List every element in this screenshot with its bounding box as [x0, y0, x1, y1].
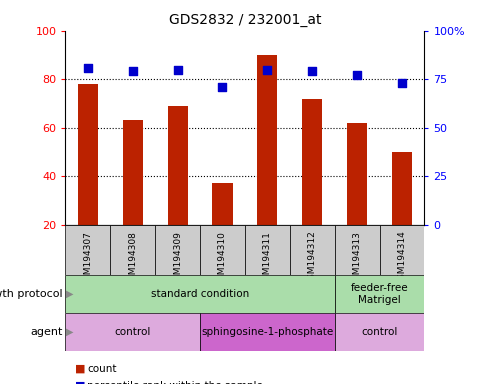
Point	[173, 66, 181, 73]
Bar	[391, 152, 411, 225]
Text: feeder-free
Matrigel: feeder-free Matrigel	[350, 283, 408, 305]
Bar	[167, 106, 187, 225]
Point	[218, 84, 226, 90]
Text: standard condition: standard condition	[151, 289, 249, 299]
Point	[352, 72, 360, 78]
Bar	[155, 225, 200, 275]
Bar	[244, 225, 289, 275]
Bar	[212, 184, 232, 225]
Text: GSM194308: GSM194308	[128, 231, 137, 286]
Point	[308, 68, 316, 74]
Bar	[302, 99, 322, 225]
Bar	[257, 55, 277, 225]
Point	[129, 68, 136, 74]
Bar	[77, 84, 98, 225]
Text: growth protocol: growth protocol	[0, 289, 63, 299]
Point	[397, 80, 405, 86]
Title: GDS2832 / 232001_at: GDS2832 / 232001_at	[168, 13, 320, 27]
Text: GSM194313: GSM194313	[352, 231, 361, 286]
Text: ▶: ▶	[66, 327, 74, 337]
Text: GSM194307: GSM194307	[83, 231, 92, 286]
Point	[263, 66, 271, 73]
Bar	[65, 313, 199, 351]
Text: control: control	[114, 327, 151, 337]
Text: ■: ■	[75, 364, 86, 374]
Bar	[65, 225, 110, 275]
Text: sphingosine-1-phosphate: sphingosine-1-phosphate	[201, 327, 333, 337]
Text: count: count	[87, 364, 117, 374]
Bar	[289, 225, 334, 275]
Text: agent: agent	[30, 327, 63, 337]
Text: GSM194311: GSM194311	[262, 231, 272, 286]
Text: control: control	[361, 327, 397, 337]
Bar	[346, 123, 366, 225]
Bar	[334, 225, 378, 275]
Bar	[122, 121, 143, 225]
Bar	[65, 275, 334, 313]
Bar	[334, 313, 424, 351]
Bar	[110, 225, 155, 275]
Bar	[378, 225, 424, 275]
Text: ■: ■	[75, 381, 86, 384]
Bar	[200, 225, 244, 275]
Text: GSM194309: GSM194309	[173, 231, 182, 286]
Text: GSM194312: GSM194312	[307, 231, 316, 285]
Text: percentile rank within the sample: percentile rank within the sample	[87, 381, 263, 384]
Text: GSM194314: GSM194314	[396, 231, 406, 285]
Bar	[200, 313, 334, 351]
Text: ▶: ▶	[66, 289, 74, 299]
Text: GSM194310: GSM194310	[217, 231, 227, 286]
Point	[84, 65, 91, 71]
Bar	[334, 275, 424, 313]
